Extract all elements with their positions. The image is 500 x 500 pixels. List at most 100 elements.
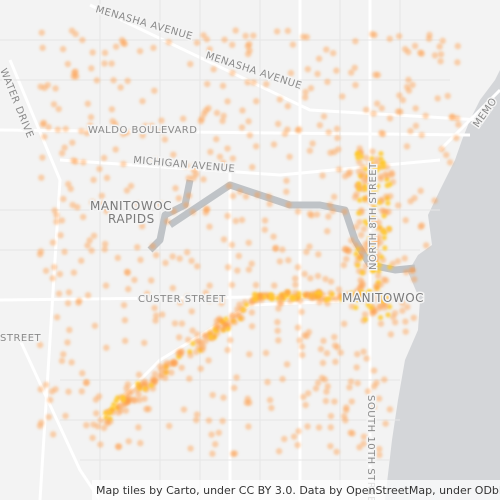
point [380, 163, 387, 169]
point [294, 208, 302, 215]
point [339, 296, 345, 303]
point [380, 298, 386, 304]
point [41, 133, 48, 140]
point [272, 244, 280, 252]
point [120, 301, 128, 309]
point [376, 304, 383, 312]
point [291, 289, 299, 297]
point [246, 351, 253, 358]
point [229, 69, 236, 77]
point [385, 312, 391, 318]
point [193, 39, 201, 46]
point [135, 391, 142, 398]
point [151, 87, 158, 94]
point [52, 85, 59, 92]
point [329, 49, 337, 57]
point [368, 30, 376, 38]
point [79, 370, 86, 377]
point [375, 395, 383, 402]
point [228, 41, 236, 49]
point [122, 407, 130, 414]
point [110, 77, 117, 84]
point [265, 193, 273, 200]
point [148, 122, 156, 129]
point [283, 361, 291, 368]
point [152, 251, 160, 259]
point [244, 79, 251, 86]
point [245, 423, 252, 430]
point [227, 336, 234, 344]
point [97, 416, 104, 424]
point [298, 308, 305, 316]
point [274, 327, 281, 334]
point [348, 290, 355, 296]
point [399, 299, 406, 307]
point [341, 208, 348, 215]
point [439, 37, 446, 45]
point [331, 342, 339, 349]
point [242, 32, 249, 40]
point [216, 153, 224, 160]
point [364, 292, 370, 298]
point [444, 92, 451, 100]
point [184, 336, 192, 343]
point [232, 217, 240, 225]
point [360, 225, 368, 233]
point [90, 176, 97, 184]
point [190, 174, 197, 182]
point [229, 192, 237, 200]
point [396, 92, 403, 99]
point [339, 93, 346, 100]
point [373, 379, 380, 386]
point [204, 80, 211, 88]
point [287, 69, 295, 77]
point [151, 370, 159, 378]
point [378, 292, 384, 298]
point [431, 197, 438, 204]
point [337, 349, 344, 356]
point [377, 175, 384, 183]
point [58, 217, 66, 224]
point [147, 277, 155, 284]
point [373, 282, 381, 289]
point [205, 417, 213, 424]
point [292, 275, 299, 282]
point [239, 107, 246, 114]
point [257, 293, 264, 301]
point [100, 154, 108, 162]
point [102, 282, 110, 289]
point [351, 64, 358, 71]
point [410, 314, 417, 322]
point [389, 313, 397, 321]
point [374, 224, 382, 231]
point [411, 42, 419, 50]
point [383, 293, 389, 300]
point [309, 140, 316, 147]
point [139, 132, 146, 139]
point [88, 65, 95, 72]
point [134, 244, 141, 251]
point [318, 374, 326, 382]
point [276, 299, 284, 306]
point [316, 122, 324, 129]
point [170, 151, 177, 158]
point [294, 264, 302, 271]
point [121, 317, 129, 324]
point [70, 269, 78, 276]
point [302, 88, 309, 96]
point [95, 393, 103, 400]
point [242, 193, 250, 200]
point [161, 136, 169, 143]
point [68, 359, 75, 366]
point [375, 183, 381, 189]
point [314, 272, 322, 280]
point [378, 105, 386, 112]
point [121, 337, 129, 345]
point [404, 303, 411, 311]
point [340, 261, 348, 269]
point [377, 320, 385, 327]
point [368, 305, 374, 311]
point [213, 135, 220, 143]
point [75, 299, 82, 306]
point [333, 448, 340, 456]
